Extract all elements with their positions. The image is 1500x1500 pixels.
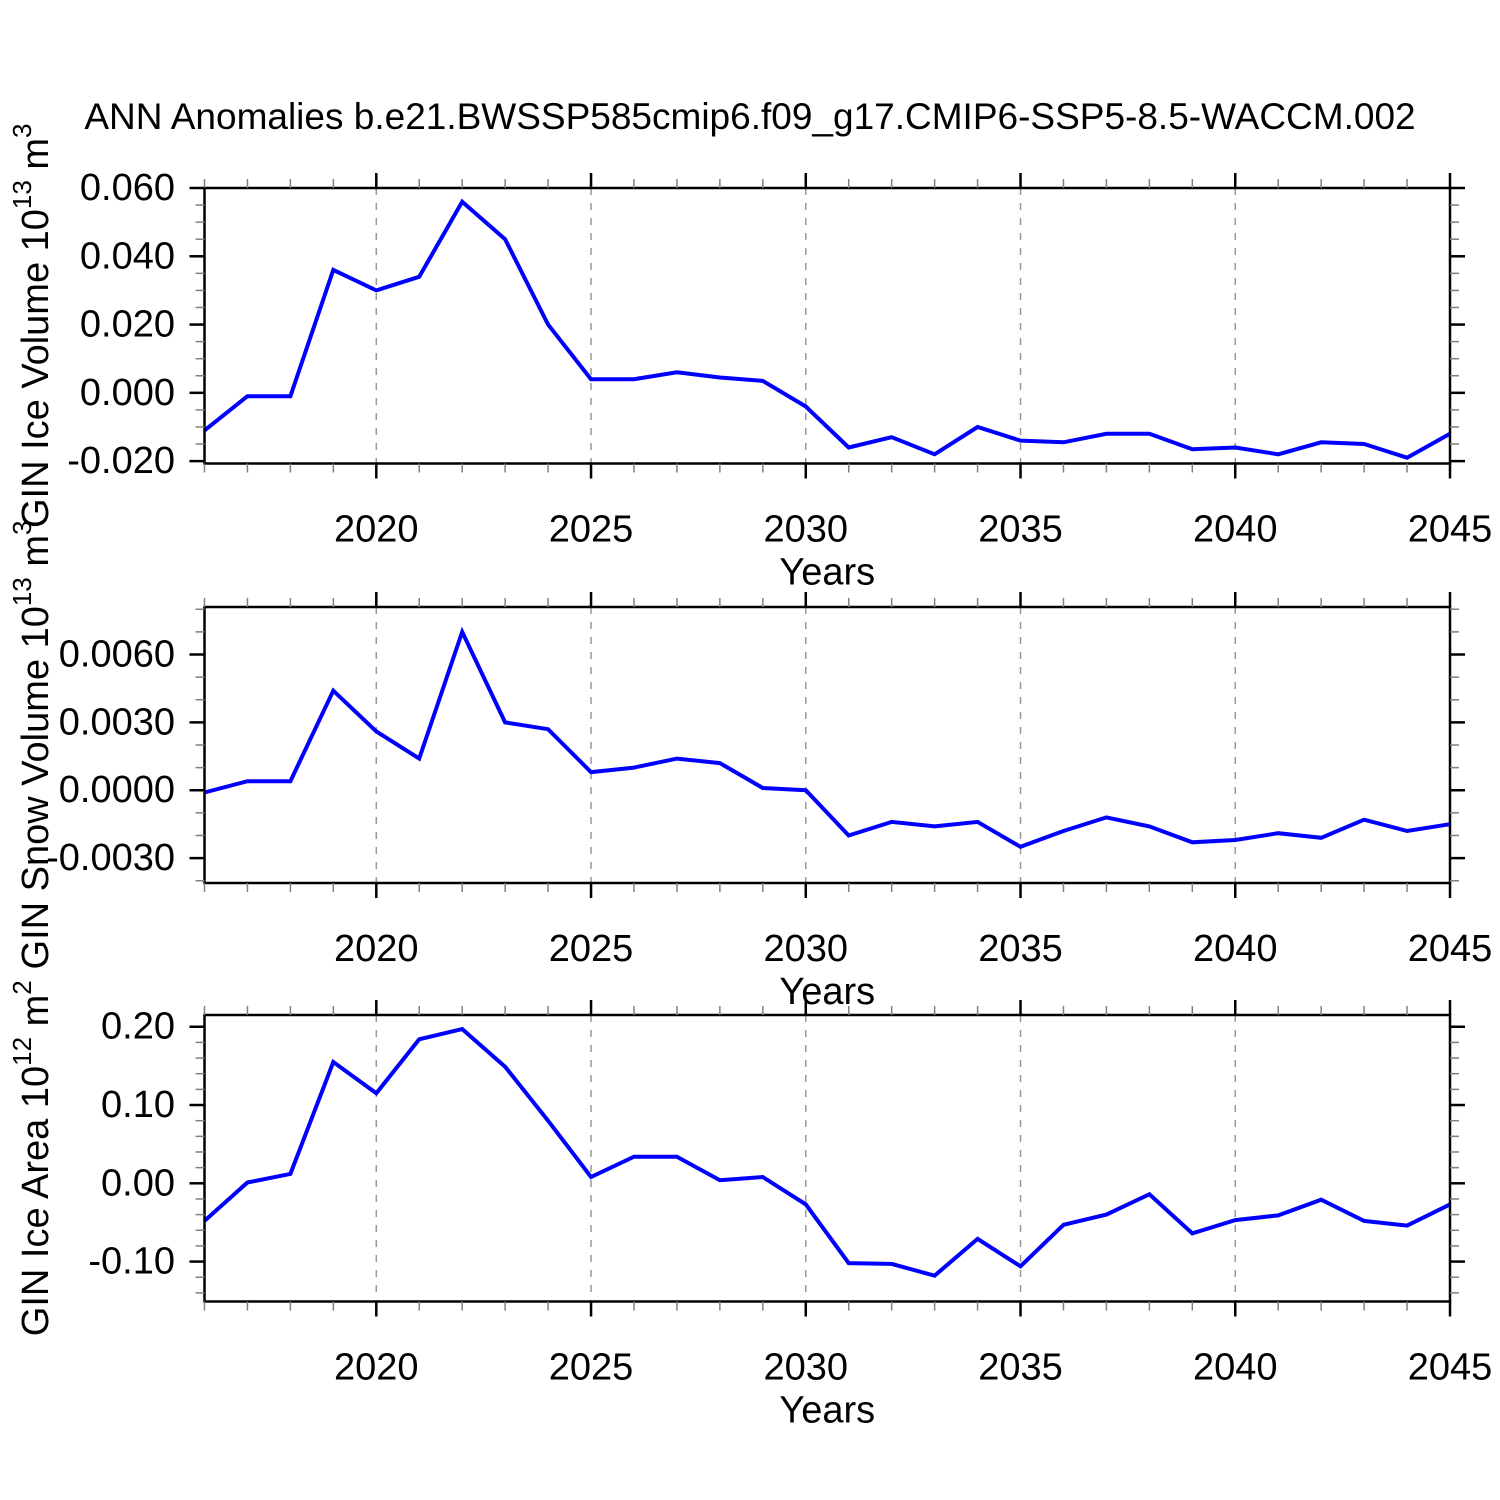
x-tick-label: 2045	[1408, 509, 1493, 551]
y-tick-label: 0.000	[80, 372, 175, 414]
x-axis-label: Years	[779, 1390, 875, 1432]
x-tick-label: 2040	[1193, 509, 1278, 551]
x-tick-label: 2020	[334, 1347, 419, 1389]
y-axis-label: GIN Ice Volume 1013 m3	[7, 123, 57, 528]
y-tick-label: 0.0000	[59, 769, 175, 811]
series-line-gin-ice-volume	[203, 198, 1451, 460]
panel-gin-ice-area: 0.20 0.10 0.00 -0.10 2020 2025 2030 2035 2040 204…	[7, 980, 1492, 1431]
x-tick-label: 2045	[1408, 1347, 1493, 1389]
panel-frame	[203, 605, 1452, 885]
y-tick-label: 0.040	[80, 235, 175, 277]
y-axis-label: GIN Snow Volume 1013 m3	[7, 521, 57, 970]
x-tick-label: 2030	[764, 928, 849, 970]
x-tick-label: 2020	[334, 509, 419, 551]
y-tick-label: 0.0060	[59, 634, 175, 676]
y-tick-label: 0.00	[101, 1162, 175, 1204]
panel-frame	[203, 1013, 1452, 1303]
x-tick-label: 2030	[764, 509, 849, 551]
x-tick-label: 2030	[764, 1347, 849, 1389]
x-tick-label: 2035	[978, 509, 1063, 551]
y-tick-label: 0.060	[80, 167, 175, 209]
y-tick-label: 0.10	[101, 1084, 175, 1126]
panel-gin-snow-volume: 0.0060 0.0030 0.0000 -0.0030 2020 2025 2030 203…	[7, 521, 1492, 1013]
y-tick-label: -0.020	[67, 440, 175, 482]
x-tick-label: 2020	[334, 928, 419, 970]
x-tick-label: 2025	[549, 509, 634, 551]
x-tick-label: 2045	[1408, 928, 1493, 970]
series-line-gin-snow-volume	[203, 626, 1451, 850]
chart-title: ANN Anomalies b.e21.BWSSP585cmip6.f09_g1…	[84, 96, 1416, 137]
y-tick-label: 0.020	[80, 304, 175, 346]
panel-frame	[203, 186, 1452, 465]
x-tick-label: 2025	[549, 928, 634, 970]
series-line-gin-ice-area	[203, 1026, 1451, 1278]
y-tick-label: -0.10	[88, 1241, 175, 1283]
x-tick-label: 2035	[978, 928, 1063, 970]
x-tick-label: 2025	[549, 1347, 634, 1389]
x-tick-label: 2040	[1193, 928, 1278, 970]
y-tick-label: 0.20	[101, 1006, 175, 1048]
x-axis-label: Years	[779, 552, 875, 594]
panel-gin-ice-volume: 0.060 0.040 0.020 0.000 -0.020 2020 2025 2030 20…	[7, 123, 1492, 593]
x-axis-label: Years	[779, 971, 875, 1013]
y-tick-label: -0.0030	[46, 837, 175, 879]
y-axis-label: GIN Ice Area 1012 m2	[7, 980, 57, 1336]
x-tick-label: 2040	[1193, 1347, 1278, 1389]
y-tick-label: 0.0030	[59, 701, 175, 743]
x-tick-label: 2035	[978, 1347, 1063, 1389]
